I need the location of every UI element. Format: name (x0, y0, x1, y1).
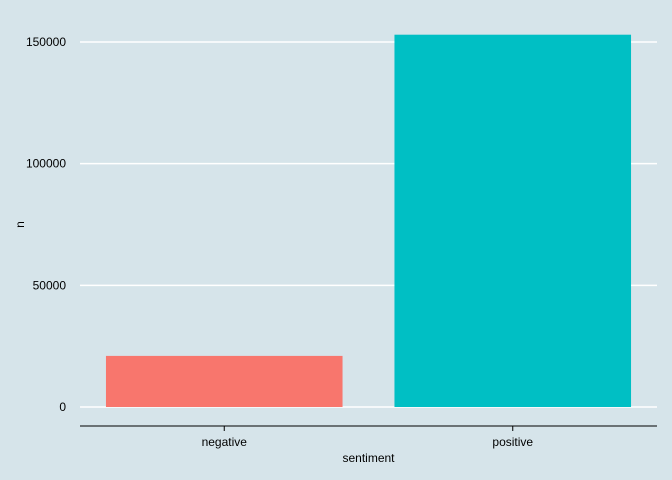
bar-negative (105, 355, 343, 407)
y-axis-title: n (13, 221, 27, 228)
x-axis: negative positive (80, 425, 657, 449)
x-tick-label: positive (492, 435, 533, 449)
bar-positive (394, 34, 632, 407)
y-tick-label: 50000 (33, 278, 67, 292)
x-axis-title: sentiment (342, 451, 395, 465)
y-tick-label: 150000 (26, 35, 66, 49)
bars (105, 34, 632, 407)
y-tick-label: 100000 (26, 157, 66, 171)
y-axis-ticks: 0 50000 100000 150000 (26, 35, 66, 414)
y-tick-label: 0 (59, 400, 66, 414)
x-tick-label: negative (202, 435, 248, 449)
